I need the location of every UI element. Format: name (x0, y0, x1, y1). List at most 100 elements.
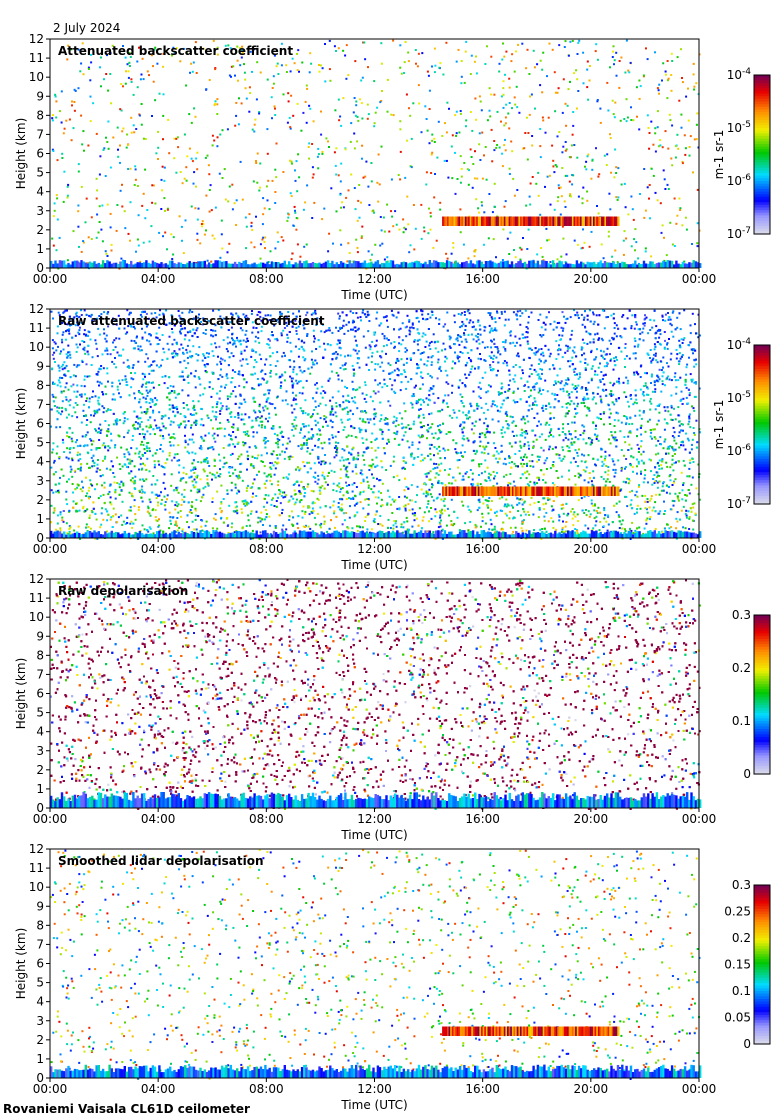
heatmap-cell (484, 63, 487, 65)
heatmap-cell (288, 473, 291, 476)
colorbar-step (754, 154, 770, 158)
heatmap-cell (596, 205, 598, 207)
heatmap-cell (414, 261, 417, 264)
heatmap-cell (98, 173, 101, 176)
heatmap-cell (255, 361, 258, 364)
heatmap-cell (523, 418, 526, 421)
heatmap-cell (234, 486, 237, 489)
heatmap-cell (402, 456, 405, 459)
heatmap-cell (56, 445, 59, 448)
heatmap-cell (533, 388, 536, 391)
boundary-layer-cell (696, 262, 700, 268)
heatmap-cell (404, 375, 407, 378)
heatmap-cell (61, 322, 64, 325)
cloud-layer-cell (500, 216, 503, 226)
heatmap-cell (129, 462, 132, 465)
heatmap-cell (663, 178, 666, 181)
heatmap-cell (517, 387, 519, 390)
heatmap-texture (50, 309, 702, 540)
heatmap-cell (478, 395, 481, 398)
heatmap-cell (481, 177, 484, 180)
heatmap-cell (259, 243, 262, 246)
heatmap-cell (126, 431, 129, 434)
heatmap-cell (220, 219, 223, 222)
heatmap-cell (611, 458, 614, 461)
heatmap-cell (677, 147, 680, 150)
boundary-layer-cell (385, 261, 388, 268)
heatmap-cell (325, 137, 328, 140)
heatmap-cell (565, 406, 568, 409)
heatmap-cell (664, 130, 667, 133)
heatmap-cell (581, 202, 584, 205)
heatmap-cell (97, 427, 100, 430)
cloud-layer-cell (573, 216, 576, 226)
heatmap-cell (658, 459, 661, 462)
panel-2: Raw attenuated backscatter coefficient01… (14, 302, 771, 572)
heatmap-cell (172, 253, 175, 256)
heatmap-cell (502, 346, 505, 349)
heatmap-cell (95, 132, 98, 135)
heatmap-cell (591, 439, 594, 442)
heatmap-cell (395, 419, 398, 422)
heatmap-cell (585, 168, 588, 171)
heatmap-cell (634, 494, 637, 497)
heatmap-cell (262, 197, 265, 200)
heatmap-cell (574, 483, 577, 486)
heatmap-cell (629, 538, 632, 540)
heatmap-cell (379, 479, 382, 482)
heatmap-cell (674, 145, 677, 148)
heatmap-cell (470, 156, 473, 158)
heatmap-cell (264, 441, 267, 444)
heatmap-cell (657, 145, 660, 148)
heatmap-cell (596, 58, 599, 61)
heatmap-cell (511, 533, 514, 536)
boundary-layer-cell (326, 260, 330, 268)
heatmap-cell (615, 166, 618, 169)
heatmap-cell (219, 374, 222, 377)
heatmap-cell (362, 507, 365, 510)
heatmap-cell (583, 425, 585, 428)
heatmap-cell (598, 337, 601, 340)
heatmap-cell (365, 160, 368, 163)
heatmap-cell (659, 329, 662, 332)
heatmap-cell (205, 88, 208, 91)
heatmap-cell (97, 497, 100, 500)
heatmap-cell (328, 39, 331, 42)
boundary-layer-cell (69, 264, 72, 268)
heatmap-cell (190, 62, 193, 65)
cloud-layer-cell (539, 216, 542, 226)
heatmap-cell (289, 365, 292, 368)
heatmap-cell (107, 380, 109, 383)
heatmap-cell (220, 368, 222, 371)
boundary-layer-cell (675, 260, 678, 268)
heatmap-cell (602, 257, 605, 260)
heatmap-cell (259, 520, 262, 523)
heatmap-cell (396, 357, 399, 360)
heatmap-cell (687, 439, 690, 442)
colorbar-step (754, 204, 770, 209)
heatmap-cell (354, 339, 357, 342)
heatmap-cell (515, 50, 517, 53)
heatmap-cell (643, 322, 646, 325)
heatmap-cell (521, 431, 524, 434)
heatmap-cell (255, 162, 258, 164)
boundary-layer-cell (337, 264, 341, 268)
heatmap-cell (407, 380, 410, 383)
heatmap-cell (521, 434, 524, 437)
heatmap-cell (179, 171, 182, 173)
heatmap-cell (263, 436, 266, 439)
y-tick-label: 5 (36, 166, 44, 180)
heatmap-cell (692, 73, 695, 76)
heatmap-cell (632, 218, 635, 221)
heatmap-cell (626, 505, 629, 508)
heatmap-cell (560, 326, 563, 329)
heatmap-cell (432, 333, 435, 336)
heatmap-cell (562, 458, 565, 460)
boundary-layer-cell (653, 264, 656, 268)
heatmap-cell (228, 504, 231, 507)
heatmap-cell (616, 380, 619, 383)
heatmap-cell (360, 102, 363, 105)
heatmap-cell (394, 532, 397, 535)
heatmap-cell (224, 44, 227, 47)
heatmap-cell (130, 325, 133, 328)
